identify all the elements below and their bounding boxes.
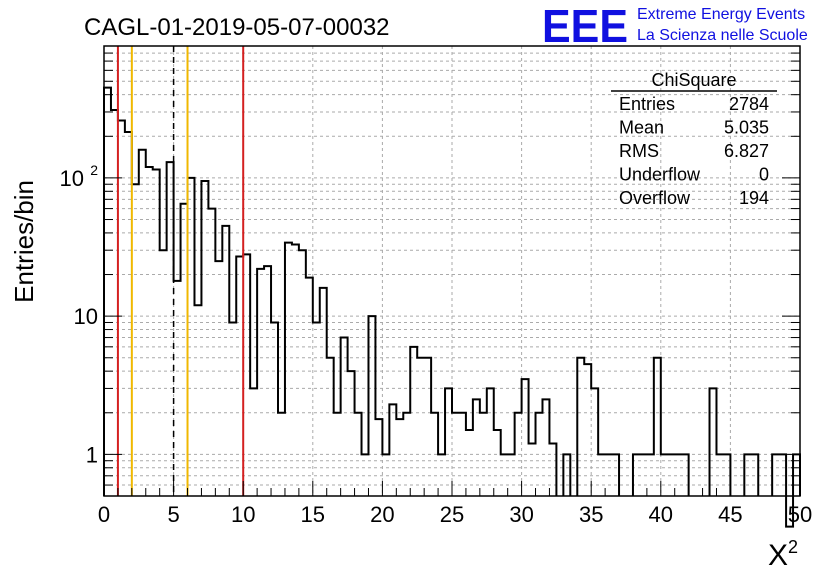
x-tick-label: 50	[788, 502, 812, 527]
stats-row-label: RMS	[619, 141, 659, 161]
stats-rows: Entries 2784 Mean 5.035 RMS 6.827 Underflow 0 Ov…	[619, 94, 769, 208]
stats-row-label: Overflow	[619, 188, 691, 208]
stats-row-value: 194	[739, 188, 769, 208]
chart-title: CAGL-01-2019-05-07-00032	[84, 14, 390, 41]
stats-box: ChiSquare Entries 2784 Mean 5.035 RMS 6.827 Un…	[611, 70, 777, 208]
eee-logo-line1: Extreme Energy Events	[637, 6, 805, 23]
x-tick-label: 30	[509, 502, 533, 527]
eee-logo-mark: EEE	[542, 0, 628, 52]
stats-row-label: Mean	[619, 118, 664, 138]
stats-row-value: 6.827	[724, 141, 769, 161]
stats-row-value: 0	[759, 165, 769, 185]
x-axis-label-superscript: 2	[788, 537, 798, 557]
histogram-outline	[103, 86, 801, 528]
eee-logo: EEE Extreme Energy Events La Scienza nel…	[542, 0, 808, 52]
stats-row-label: Underflow	[619, 165, 701, 185]
y-tick-labels: 1 10 10 2	[60, 162, 99, 467]
stats-box-title: ChiSquare	[651, 70, 736, 90]
x-axis-label: X2	[768, 537, 798, 572]
x-tick-label: 20	[370, 502, 394, 527]
x-tick-label: 0	[98, 502, 110, 527]
stats-row-label: Entries	[619, 94, 675, 114]
y-tick-label: 1	[86, 442, 98, 467]
y-axis-label: Entries/bin	[9, 180, 39, 303]
eee-logo-line2: La Scienza nelle Scuole	[637, 27, 808, 44]
stats-row-value: 5.035	[724, 118, 769, 138]
histogram-bars	[103, 86, 801, 528]
stats-row-value: 2784	[729, 94, 769, 114]
y-tick-exponent: 2	[90, 162, 98, 178]
y-tick-label: 10	[60, 166, 84, 191]
grid	[104, 45, 800, 497]
reference-lines	[116, 46, 245, 496]
x-tick-label: 15	[301, 502, 325, 527]
y-tick-label: 10	[74, 304, 98, 329]
axis-ticks	[103, 45, 801, 497]
x-tick-labels: 0 5 10 15 20 25 30 35 40 45 50	[98, 502, 812, 527]
x-tick-label: 45	[718, 502, 742, 527]
x-tick-label: 35	[579, 502, 603, 527]
x-tick-label: 25	[440, 502, 464, 527]
x-tick-label: 10	[231, 502, 255, 527]
x-tick-label: 40	[649, 502, 673, 527]
x-axis-label-base: X	[768, 539, 788, 572]
x-tick-label: 5	[167, 502, 179, 527]
